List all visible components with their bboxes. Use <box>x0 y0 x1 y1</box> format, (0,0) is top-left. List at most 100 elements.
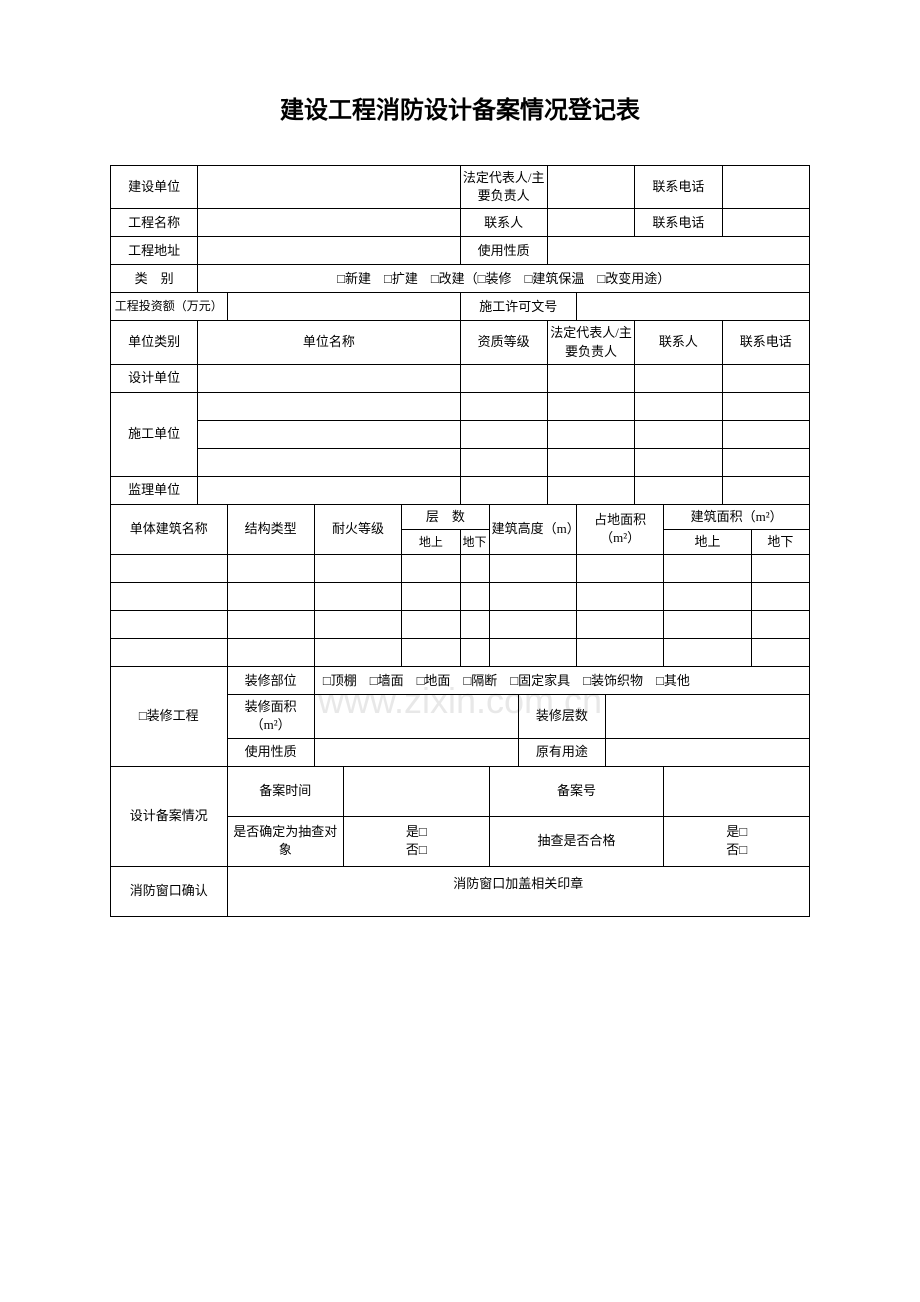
field-su-name[interactable] <box>198 476 460 504</box>
field-bld-4-below[interactable] <box>460 639 489 667</box>
field-cc-phone-2[interactable] <box>722 420 809 448</box>
field-inspection-target[interactable]: 是□ 否□ <box>344 816 490 866</box>
field-bld-3-above[interactable] <box>402 611 460 639</box>
field-cc-rep-3[interactable] <box>547 448 634 476</box>
field-cc-name-1[interactable] <box>198 392 460 420</box>
field-bld-1-area-above[interactable] <box>664 555 751 583</box>
field-cc-qual-2[interactable] <box>460 420 547 448</box>
label-filing-time: 备案时间 <box>227 766 344 816</box>
field-decoration-floors[interactable] <box>606 695 810 738</box>
field-cc-name-2[interactable] <box>198 420 460 448</box>
field-bld-2-below[interactable] <box>460 583 489 611</box>
header-area-below: 地下 <box>751 529 809 554</box>
field-original-use[interactable] <box>606 738 810 766</box>
field-bld-4-struct[interactable] <box>227 639 314 667</box>
field-design-unit-rep[interactable] <box>547 364 634 392</box>
field-cc-contact-1[interactable] <box>635 392 722 420</box>
field-bld-4-area-above[interactable] <box>664 639 751 667</box>
field-bld-3-area-above[interactable] <box>664 611 751 639</box>
field-bld-4-land[interactable] <box>577 639 664 667</box>
field-bld-3-height[interactable] <box>489 611 576 639</box>
label-filing-number: 备案号 <box>489 766 664 816</box>
field-fire-window-seal: 消防窗口加盖相关印章 <box>227 866 810 916</box>
field-bld-2-land[interactable] <box>577 583 664 611</box>
field-cc-rep-1[interactable] <box>547 392 634 420</box>
header-land-area: 占地面积（m²） <box>577 504 664 554</box>
field-cc-contact-2[interactable] <box>635 420 722 448</box>
field-investment[interactable] <box>227 293 460 321</box>
field-bld-1-area-below[interactable] <box>751 555 809 583</box>
field-construction-unit[interactable] <box>198 166 460 209</box>
field-contact-phone-1[interactable] <box>722 166 809 209</box>
label-decoration-project[interactable]: □装修工程 <box>111 667 228 766</box>
label-project-address: 工程地址 <box>111 237 198 265</box>
field-bld-1-height[interactable] <box>489 555 576 583</box>
field-permit-number[interactable] <box>577 293 810 321</box>
field-bld-3-area-below[interactable] <box>751 611 809 639</box>
field-bld-4-height[interactable] <box>489 639 576 667</box>
label-fire-window: 消防窗口确认 <box>111 866 228 916</box>
field-bld-4-above[interactable] <box>402 639 460 667</box>
field-bld-3-name[interactable] <box>111 611 228 639</box>
header-building-name: 单体建筑名称 <box>111 504 228 554</box>
header-unit-name: 单位名称 <box>198 321 460 364</box>
field-bld-1-struct[interactable] <box>227 555 314 583</box>
field-bld-2-fire[interactable] <box>314 583 401 611</box>
label-decoration-area: 装修面积（m²） <box>227 695 314 738</box>
field-bld-2-struct[interactable] <box>227 583 314 611</box>
label-original-use: 原有用途 <box>518 738 605 766</box>
label-contact-phone-1: 联系电话 <box>635 166 722 209</box>
header-area-above: 地上 <box>664 529 751 554</box>
field-cc-phone-1[interactable] <box>722 392 809 420</box>
field-cc-contact-3[interactable] <box>635 448 722 476</box>
label-permit-number: 施工许可文号 <box>460 293 577 321</box>
header-floors: 层 数 <box>402 504 489 529</box>
field-bld-3-struct[interactable] <box>227 611 314 639</box>
field-decoration-use[interactable] <box>314 738 518 766</box>
label-investment: 工程投资额（万元） <box>111 293 228 321</box>
field-bld-2-above[interactable] <box>402 583 460 611</box>
label-decoration-parts: 装修部位 <box>227 667 314 695</box>
field-design-unit-phone[interactable] <box>722 364 809 392</box>
field-su-contact[interactable] <box>635 476 722 504</box>
field-contact-phone-2[interactable] <box>722 209 809 237</box>
field-bld-2-height[interactable] <box>489 583 576 611</box>
field-cc-phone-3[interactable] <box>722 448 809 476</box>
field-inspection-pass[interactable]: 是□ 否□ <box>664 816 810 866</box>
field-bld-4-name[interactable] <box>111 639 228 667</box>
field-decoration-area[interactable] <box>314 695 518 738</box>
field-cc-name-3[interactable] <box>198 448 460 476</box>
field-bld-3-land[interactable] <box>577 611 664 639</box>
field-design-unit-qual[interactable] <box>460 364 547 392</box>
field-contact-person[interactable] <box>547 209 634 237</box>
field-bld-3-below[interactable] <box>460 611 489 639</box>
field-legal-rep[interactable] <box>547 166 634 209</box>
field-bld-1-name[interactable] <box>111 555 228 583</box>
field-design-unit-name[interactable] <box>198 364 460 392</box>
field-su-rep[interactable] <box>547 476 634 504</box>
field-bld-1-fire[interactable] <box>314 555 401 583</box>
field-bld-2-area-above[interactable] <box>664 583 751 611</box>
field-filing-number[interactable] <box>664 766 810 816</box>
field-cc-qual-1[interactable] <box>460 392 547 420</box>
field-design-unit-contact[interactable] <box>635 364 722 392</box>
field-project-address[interactable] <box>198 237 460 265</box>
field-su-phone[interactable] <box>722 476 809 504</box>
header-legal-rep-2: 法定代表人/主要负责人 <box>547 321 634 364</box>
field-filing-time[interactable] <box>344 766 490 816</box>
field-bld-3-fire[interactable] <box>314 611 401 639</box>
field-use-nature[interactable] <box>547 237 809 265</box>
field-bld-2-name[interactable] <box>111 583 228 611</box>
field-cc-rep-2[interactable] <box>547 420 634 448</box>
field-decoration-options[interactable]: □顶棚 □墙面 □地面 □隔断 □固定家具 □装饰织物 □其他 <box>314 667 809 695</box>
field-bld-2-area-below[interactable] <box>751 583 809 611</box>
field-cc-qual-3[interactable] <box>460 448 547 476</box>
field-bld-1-land[interactable] <box>577 555 664 583</box>
field-bld-1-below[interactable] <box>460 555 489 583</box>
field-bld-4-fire[interactable] <box>314 639 401 667</box>
field-project-name[interactable] <box>198 209 460 237</box>
field-category-options[interactable]: □新建 □扩建 □改建（□装修 □建筑保温 □改变用途） <box>198 265 810 293</box>
field-su-qual[interactable] <box>460 476 547 504</box>
field-bld-1-above[interactable] <box>402 555 460 583</box>
field-bld-4-area-below[interactable] <box>751 639 809 667</box>
